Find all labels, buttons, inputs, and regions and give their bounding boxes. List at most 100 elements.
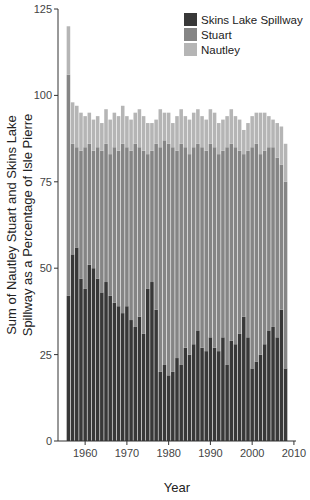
bar [133, 144, 137, 327]
bar [163, 365, 167, 441]
bar [167, 375, 171, 441]
legend-swatch [184, 43, 197, 56]
x-tick [168, 441, 169, 445]
bar [133, 113, 137, 144]
bar [200, 116, 204, 147]
y-tick-label: 25 [40, 349, 52, 361]
bar [213, 348, 217, 441]
bar [159, 372, 163, 441]
bar [142, 334, 146, 441]
bar [125, 147, 129, 306]
bar [275, 123, 279, 158]
bar [104, 282, 108, 441]
bar [154, 120, 158, 144]
bar [179, 109, 183, 144]
bar [280, 310, 284, 441]
bar [221, 120, 225, 151]
bar [67, 75, 71, 296]
bar [146, 123, 150, 154]
bar [75, 247, 79, 441]
y-tick [54, 441, 58, 442]
bar [217, 123, 221, 154]
bar [196, 109, 200, 144]
bar [92, 120, 96, 151]
bar [129, 320, 133, 441]
bar [154, 144, 158, 310]
bar [209, 144, 213, 338]
bar [175, 358, 179, 441]
bar [167, 113, 171, 144]
bar [230, 144, 234, 341]
y-tick [54, 9, 58, 10]
y-tick-label: 100 [34, 89, 52, 101]
bar [83, 147, 87, 289]
bar [129, 120, 133, 151]
bar [108, 120, 112, 155]
bar [213, 147, 217, 347]
bar [100, 123, 104, 151]
bar [246, 123, 250, 151]
bar [209, 109, 213, 144]
bar [250, 147, 254, 368]
bar [255, 362, 259, 441]
bar [234, 147, 238, 344]
bar [271, 147, 275, 327]
y-axis-label-line: Spillway as a Percentage of Isle Pierre [20, 114, 35, 337]
bar [83, 289, 87, 441]
bar [200, 348, 204, 441]
bar [234, 344, 238, 441]
bar [271, 327, 275, 441]
bar [238, 334, 242, 441]
y-tick [54, 268, 58, 269]
bar [75, 147, 79, 247]
bar [221, 151, 225, 338]
bar [100, 151, 104, 293]
bar [192, 147, 196, 344]
bar [113, 113, 117, 148]
bar [188, 355, 192, 441]
chart: 0255075100125196019701980199020002010Yea… [0, 0, 310, 500]
y-axis-label-line: Sum of Nautley Stuart and Skins Lake [4, 115, 19, 335]
bar [192, 113, 196, 148]
bar [150, 282, 154, 441]
legend-label: Stuart [201, 29, 232, 41]
bar [263, 113, 267, 151]
bar [79, 151, 83, 279]
bar [121, 313, 125, 441]
bar [71, 144, 75, 255]
x-tick-label: 1990 [198, 447, 222, 459]
bar [230, 341, 234, 441]
bar [96, 279, 100, 441]
bar [113, 147, 117, 303]
bar [242, 130, 246, 154]
bar [121, 106, 125, 144]
bar [146, 154, 150, 289]
bar [225, 147, 229, 365]
bar [175, 116, 179, 151]
bar [175, 151, 179, 358]
bar [275, 158, 279, 338]
bar [255, 113, 259, 144]
bar [121, 144, 125, 313]
x-axis-label: Year [164, 480, 191, 495]
x-tick-label: 1960 [73, 447, 97, 459]
bar [250, 368, 254, 441]
bar [242, 317, 246, 441]
y-tick [54, 181, 58, 182]
bar [188, 120, 192, 155]
bar [125, 306, 129, 441]
bar [104, 144, 108, 282]
legend: Skins Lake SpillwayStuartNautley [184, 13, 303, 56]
bar [225, 116, 229, 147]
bar [259, 113, 263, 154]
x-tick [252, 441, 253, 445]
bar [113, 303, 117, 441]
bar [234, 116, 238, 147]
legend-swatch [184, 13, 197, 26]
x-tick-label: 1980 [156, 447, 180, 459]
legend-label: Nautley [201, 44, 240, 56]
x-tick [126, 441, 127, 445]
bar [117, 306, 121, 441]
bar [209, 337, 213, 441]
bar [204, 351, 208, 441]
